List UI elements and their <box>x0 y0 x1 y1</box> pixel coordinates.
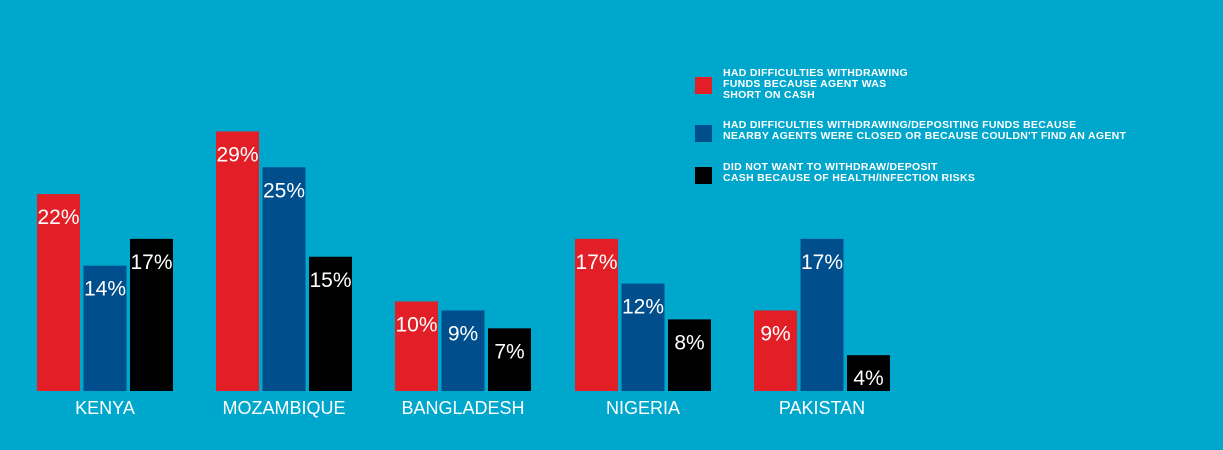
bar-pakistan-red <box>754 310 797 391</box>
legend-swatch-red <box>695 77 712 94</box>
legend-label: HAD DIFFICULTIES WITHDRAWING/DEPOSITING … <box>723 119 1127 142</box>
data-label-mozambique-red: 29% <box>216 143 258 166</box>
legend-swatch-blue <box>695 125 712 142</box>
category-label-bangladesh: BANGLADESH <box>401 398 524 418</box>
category-label-kenya: KENYA <box>75 398 135 418</box>
data-label-bangladesh-black: 7% <box>494 340 524 363</box>
category-label-mozambique: MOZAMBIQUE <box>222 398 345 418</box>
bar-mozambique-black <box>309 256 352 391</box>
category-label-pakistan: PAKISTAN <box>779 398 865 418</box>
legend-item-agent-short-on-cash: HAD DIFFICULTIES WITHDRAWING FUNDS BECAU… <box>695 68 1215 106</box>
bar-pakistan-blue <box>800 238 844 391</box>
bar-bangladesh-red <box>395 301 438 391</box>
legend-item-agents-closed: HAD DIFFICULTIES WITHDRAWING/DEPOSITING … <box>695 120 1215 148</box>
bar-mozambique-blue <box>262 167 306 391</box>
data-label-pakistan-black: 4% <box>853 367 883 390</box>
category-labels-group: KENYA MOZAMBIQUE BANGLADESH NIGERIA PAKISTAN <box>75 398 865 418</box>
legend-item-health-risks: DID NOT WANT TO WITHDRAW/DEPOSIT CASH BE… <box>695 162 1215 190</box>
legend-label: HAD DIFFICULTIES WITHDRAWING FUNDS BECAU… <box>723 67 908 101</box>
legend-swatch-black <box>695 167 712 184</box>
data-label-kenya-red: 22% <box>37 206 79 229</box>
bar-labels-group: 22%14%17%29%25%15%10% 9%7%17%12%8% 9%17%4% <box>37 143 883 390</box>
data-label-mozambique-black: 15% <box>309 269 351 292</box>
bar-bangladesh-black <box>488 328 531 391</box>
bar-pakistan-black <box>847 355 890 391</box>
bar-mozambique-red <box>216 131 259 391</box>
data-label-nigeria-black: 8% <box>674 331 704 354</box>
bar-nigeria-blue <box>621 283 665 391</box>
data-label-mozambique-blue: 25% <box>263 179 305 202</box>
category-label-nigeria: NIGERIA <box>606 398 680 418</box>
data-label-pakistan-red: 9% <box>760 322 790 345</box>
legend-label: DID NOT WANT TO WITHDRAW/DEPOSIT CASH BE… <box>723 161 976 184</box>
data-label-kenya-black: 17% <box>130 251 172 274</box>
data-label-bangladesh-red: 10% <box>395 314 437 337</box>
bars-group <box>37 131 890 391</box>
bar-bangladesh-blue <box>441 310 485 391</box>
data-label-kenya-blue: 14% <box>84 278 126 301</box>
bar-kenya-red <box>37 194 80 391</box>
data-label-pakistan-blue: 17% <box>801 251 843 274</box>
bar-nigeria-black <box>668 319 711 391</box>
bar-nigeria-red <box>575 238 618 391</box>
legend: HAD DIFFICULTIES WITHDRAWING FUNDS BECAU… <box>695 68 1215 204</box>
data-label-nigeria-blue: 12% <box>622 296 664 319</box>
data-label-bangladesh-blue: 9% <box>448 322 478 345</box>
bar-kenya-blue <box>83 265 127 391</box>
bar-kenya-black <box>130 238 173 391</box>
data-label-nigeria-red: 17% <box>575 251 617 274</box>
